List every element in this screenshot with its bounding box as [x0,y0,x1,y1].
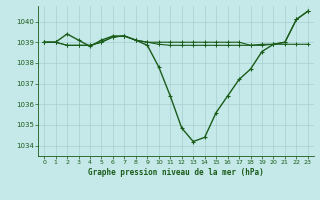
X-axis label: Graphe pression niveau de la mer (hPa): Graphe pression niveau de la mer (hPa) [88,168,264,177]
